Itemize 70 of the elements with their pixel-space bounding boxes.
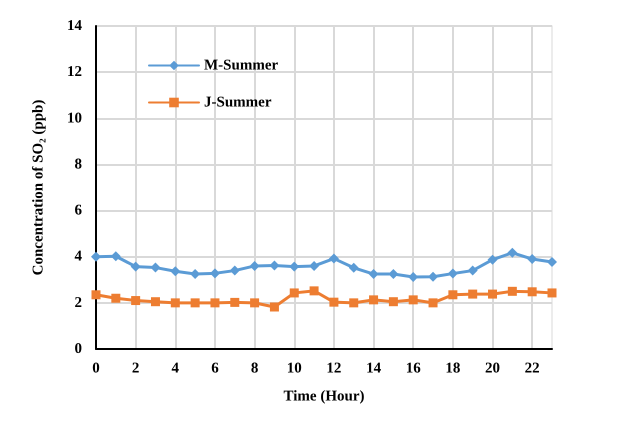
point [91,252,101,262]
point [230,266,240,276]
x-axis-title: Time (Hour) [284,388,364,404]
x-tick-label: 10 [286,360,302,376]
point [468,266,478,276]
y-tick-label: 12 [67,64,82,80]
point [230,298,240,307]
point [290,288,299,298]
point [488,290,498,299]
point [408,272,418,282]
y-tick-label: 4 [74,248,82,265]
point [210,268,220,278]
point [310,286,319,296]
y-tick-label: 8 [74,156,82,172]
point [508,286,517,296]
x-tick-label: 2 [132,360,140,376]
x-tick-label: 0 [92,360,100,376]
point [190,298,200,308]
point [448,290,458,300]
point [348,262,359,273]
point [92,290,100,300]
point [369,295,378,304]
point [150,297,160,306]
point [488,254,498,265]
point [250,298,260,308]
point [289,262,300,272]
x-tick-label: 8 [250,360,258,376]
x-tick-label: 14 [366,360,382,376]
point [210,298,220,308]
point [190,269,200,280]
point [170,298,180,308]
point [111,294,120,303]
y-axis-title: Concentration of SO₂ (ppb) [30,100,46,276]
point [270,302,279,312]
point [328,254,339,264]
legend-label: M-Summer [204,58,278,74]
point [448,268,458,279]
point [527,254,538,264]
point [131,296,140,306]
point [547,257,557,268]
y-tick-label: 0 [74,341,82,357]
point [349,298,358,308]
y-tick-label: 10 [67,110,82,126]
x-tick-label: 4 [172,360,180,376]
point [110,251,121,262]
x-tick-label: 18 [445,360,460,376]
point [507,248,518,258]
x-tick-label: 22 [524,360,540,376]
point [250,260,260,271]
x-tick-label: 16 [406,360,422,376]
point [130,262,141,272]
point [150,262,160,273]
point [428,272,438,282]
point [548,288,556,298]
point [170,266,180,276]
x-tick-label: 6 [211,360,220,376]
y-tick-label: 2 [74,294,82,311]
point [428,298,438,308]
y-tick-label: 14 [67,18,82,34]
point [309,260,320,271]
point [388,297,398,306]
y-tick-label: 6 [74,202,82,219]
point [269,260,280,270]
point [528,287,537,296]
point [468,290,478,299]
legend-label: J-Summer [204,94,272,110]
x-tick-label: 12 [326,360,342,376]
point [329,298,338,307]
x-tick-label: 20 [485,360,500,376]
point [408,295,418,304]
